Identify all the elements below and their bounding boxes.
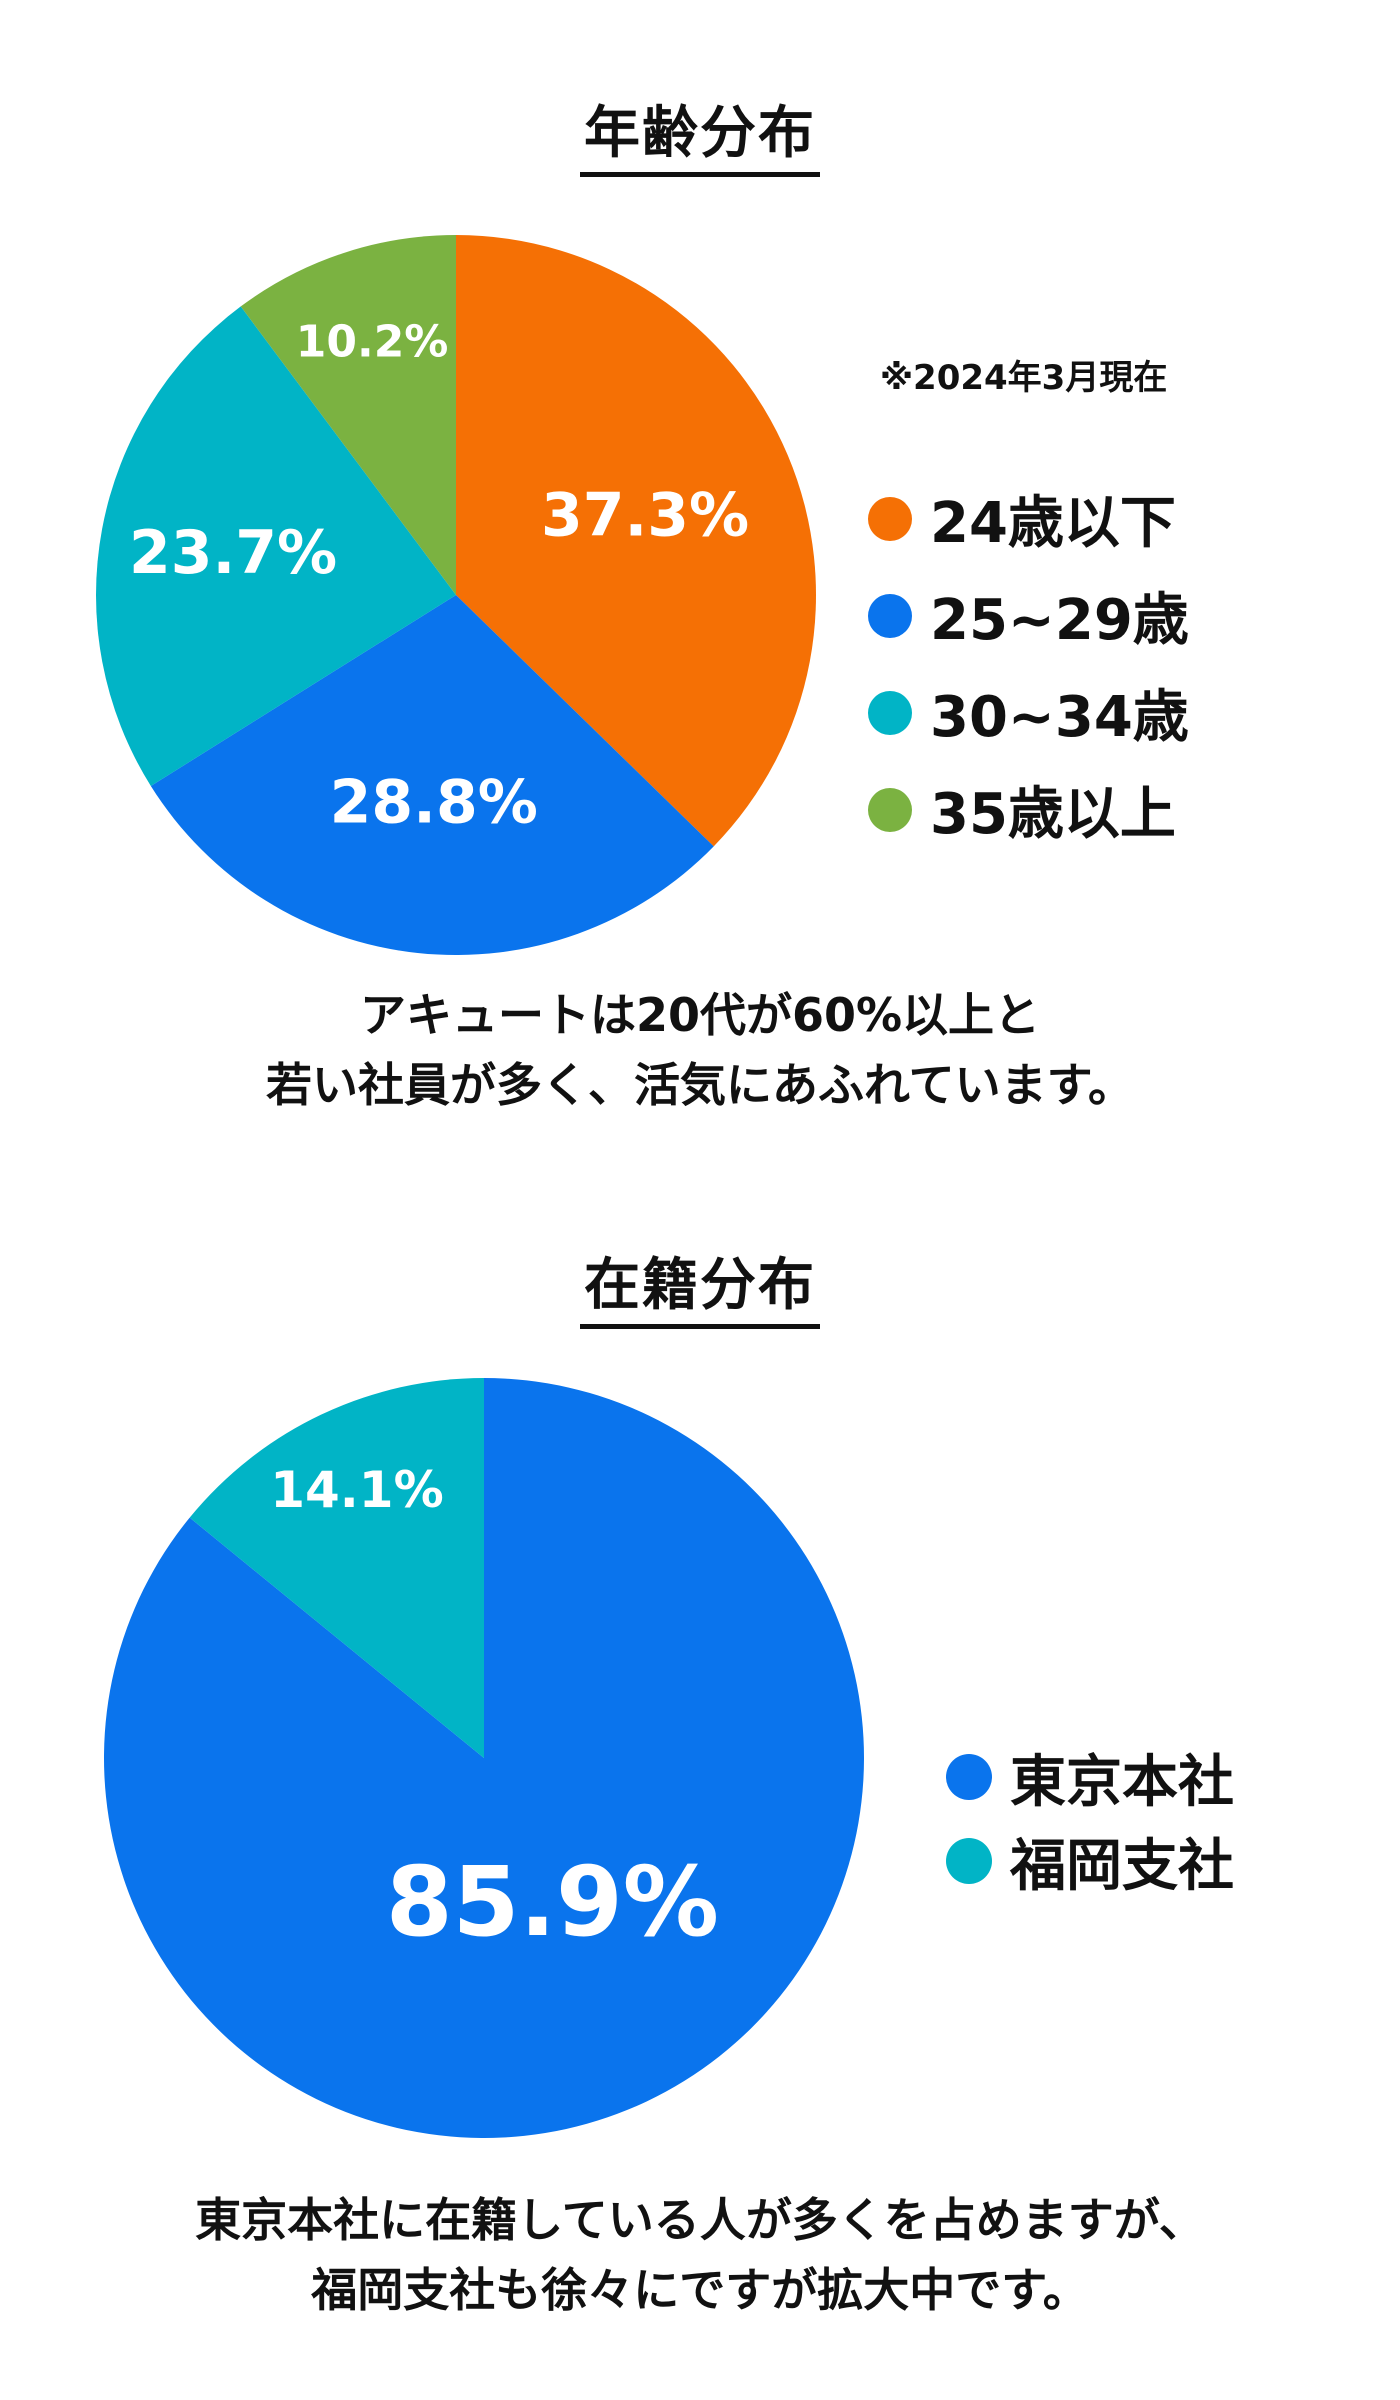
age-pie-chart: 37.3% 28.8% 23.7% 10.2% (96, 235, 816, 956)
pie-slice-fukuoka (189, 1378, 484, 1758)
pie-slice-35-over (240, 235, 456, 595)
pie-label-30-34: 23.7% (129, 518, 337, 588)
location-caption-line-1: 東京本社に在籍している人が多くを占めますが、 (195, 2193, 1205, 2247)
legend-label-25-29: 25~29歳 (930, 588, 1189, 653)
age-caption: アキュートは20代が60%以上と 若い社員が多く、活気にあふれています。 (0, 980, 1400, 1120)
legend-item-35-over: 35歳以上 (868, 761, 1189, 858)
legend-item-24-under: 24歳以下 (868, 470, 1189, 567)
location-legend: 東京本社 福岡支社 (946, 1735, 1234, 1903)
age-legend: 24歳以下 25~29歳 30~34歳 35歳以上 (868, 470, 1189, 858)
pie-label-tokyo: 85.9% (386, 1846, 719, 1958)
location-caption-line-2: 福岡支社も徐々にですが拡大中です。 (311, 2263, 1089, 2317)
age-caption-line-2: 若い社員が多く、活気にあふれています。 (265, 1058, 1135, 1112)
legend-marker-30-34 (868, 690, 912, 735)
pie-label-25-29: 28.8% (330, 768, 538, 838)
pie-slice-30-34 (96, 306, 457, 786)
pie-label-24-under: 37.3% (541, 480, 749, 550)
legend-marker-tokyo (946, 1754, 992, 1800)
legend-label-24-under: 24歳以下 (930, 491, 1176, 556)
pie-slice-tokyo (103, 1378, 865, 2138)
pie-label-fukuoka: 14.1% (270, 1461, 443, 1519)
pie-slice-24-under (456, 235, 816, 847)
pie-label-35-over: 10.2% (296, 317, 449, 368)
location-chart-title: 在籍分布 (0, 1240, 1400, 1329)
pie-slice-25-29 (150, 595, 714, 956)
legend-item-30-34: 30~34歳 (868, 664, 1189, 761)
legend-label-fukuoka: 福岡支社 (1010, 1833, 1234, 1899)
age-caption-line-1: アキュートは20代が60%以上と (359, 988, 1041, 1042)
legend-marker-35-over (868, 787, 912, 832)
location-caption: 東京本社に在籍している人が多くを占めますが、 福岡支社も徐々にですが拡大中です。 (0, 2185, 1400, 2325)
legend-item-tokyo: 東京本社 (946, 1735, 1234, 1819)
legend-label-30-34: 30~34歳 (930, 685, 1189, 750)
legend-marker-fukuoka (946, 1838, 992, 1884)
legend-marker-24-under (868, 496, 912, 541)
date-note: ※2024年3月現在 (880, 358, 1168, 398)
legend-item-25-29: 25~29歳 (868, 567, 1189, 664)
legend-marker-25-29 (868, 593, 912, 638)
age-chart-title: 年齢分布 (0, 88, 1400, 177)
legend-label-35-over: 35歳以上 (930, 782, 1176, 847)
location-pie-chart: 85.9% 14.1% (103, 1378, 865, 2138)
legend-label-tokyo: 東京本社 (1010, 1749, 1234, 1815)
legend-item-fukuoka: 福岡支社 (946, 1819, 1234, 1903)
